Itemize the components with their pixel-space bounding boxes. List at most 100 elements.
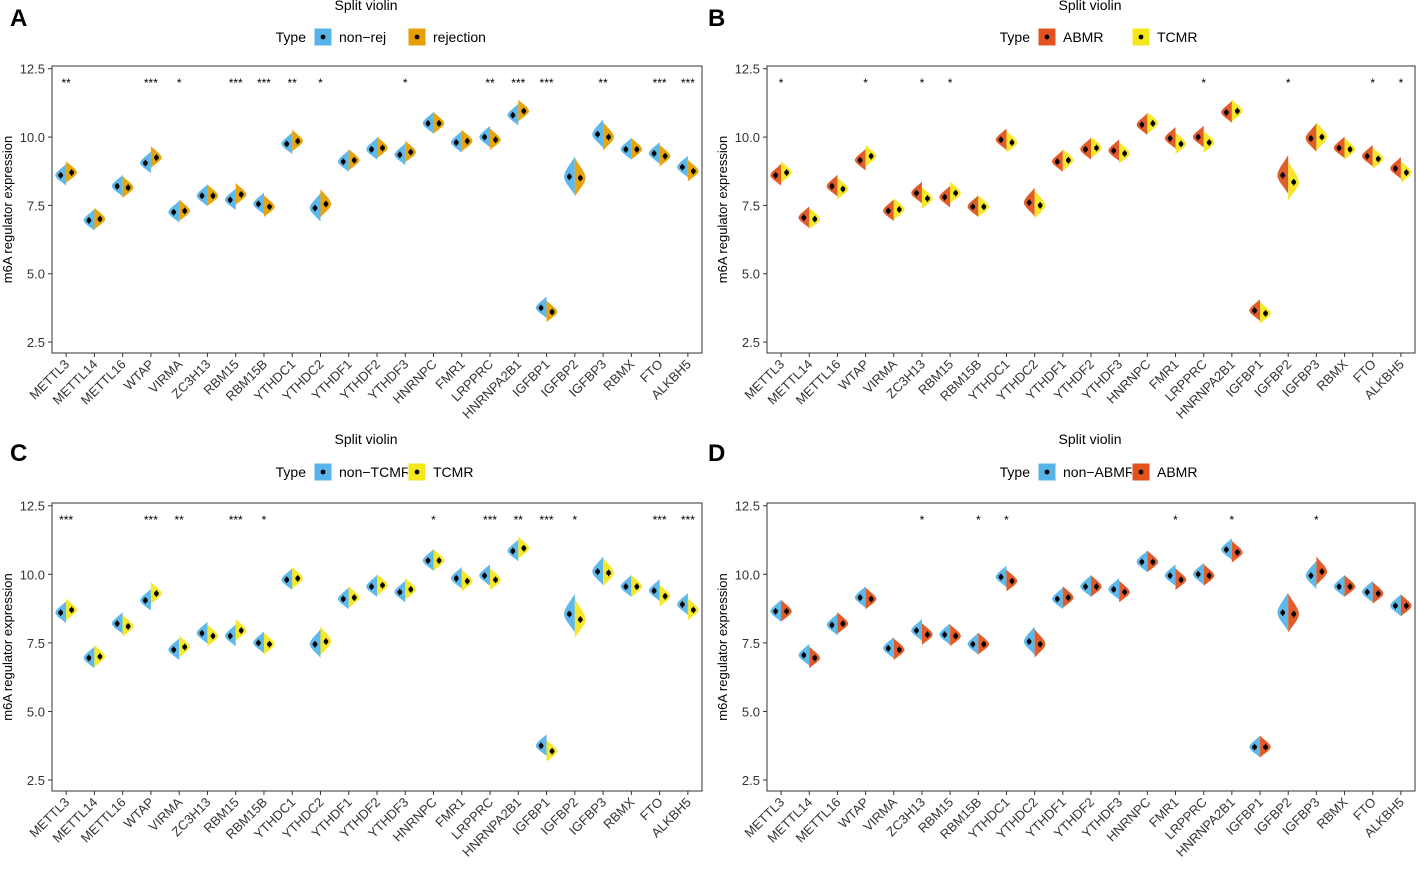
violin-RBMX — [620, 575, 643, 598]
mean-point — [1206, 573, 1212, 579]
violin-WTAP — [854, 586, 877, 610]
mean-point — [397, 152, 403, 158]
mean-point — [1375, 591, 1381, 596]
mean-point — [1037, 641, 1043, 647]
significance-mark: * — [948, 76, 953, 90]
mean-point — [690, 607, 696, 613]
y-tick-label: 7.5 — [27, 198, 45, 213]
legend-label: ABMR — [1157, 464, 1197, 480]
mean-point — [662, 153, 668, 159]
mean-point — [1319, 569, 1325, 574]
violin-FMR1 — [451, 566, 473, 592]
chart-title: Split violin — [1058, 431, 1121, 447]
y-tick-label: 5.0 — [742, 267, 760, 282]
chart-title: Split violin — [334, 431, 397, 447]
mean-point — [1404, 170, 1409, 176]
violin-IGFBP1 — [1249, 735, 1271, 758]
y-tick-label: 7.5 — [742, 198, 760, 213]
mean-point — [425, 558, 431, 563]
mean-point — [143, 160, 148, 166]
violin-HNRNPC — [422, 111, 445, 134]
violin-ALKBH5 — [677, 592, 699, 621]
mean-point — [1375, 156, 1381, 162]
mean-point — [1347, 146, 1353, 152]
mean-point — [857, 595, 863, 601]
mean-point — [1252, 308, 1257, 314]
mean-point — [408, 149, 414, 155]
violin-IGFBP1 — [535, 296, 558, 323]
mean-point — [340, 596, 346, 602]
y-tick-label: 2.5 — [27, 773, 45, 788]
violin-FTO — [1362, 144, 1384, 170]
legend-label: TCMR — [433, 464, 473, 480]
panel-A: A Split violin Type non−rej rejection 2.5 5.0 7… — [0, 0, 703, 422]
mean-point — [397, 589, 403, 595]
mean-point — [1139, 559, 1145, 565]
mean-point — [510, 548, 516, 554]
mean-point — [1054, 596, 1060, 602]
violin-RBM15B — [253, 192, 275, 218]
violin-FMR1 — [451, 129, 473, 153]
violin-ZC3H13 — [911, 181, 933, 209]
mean-point — [436, 558, 442, 563]
mean-point — [154, 155, 159, 160]
significance-mark: * — [1230, 513, 1235, 527]
mean-point — [896, 207, 902, 212]
violin-WTAP — [140, 146, 162, 174]
legend-title: Type — [1000, 29, 1031, 45]
mean-point — [953, 633, 959, 639]
mean-point — [623, 584, 629, 590]
mean-point — [238, 192, 244, 197]
violin-IGFBP2 — [1277, 154, 1299, 201]
mean-point — [1167, 136, 1173, 141]
mean-point — [651, 588, 657, 594]
violin-YTHDC1 — [281, 129, 303, 155]
mean-point — [970, 204, 976, 210]
mean-point — [340, 159, 346, 165]
y-tick-label: 12.5 — [735, 499, 760, 514]
mean-point — [840, 186, 846, 192]
violin-ZC3H13 — [196, 621, 219, 647]
mean-point — [784, 170, 789, 176]
mean-point — [171, 647, 177, 653]
mean-point — [312, 641, 318, 647]
legend: Type non−TCMR TCMR — [276, 462, 473, 482]
mean-point — [521, 108, 527, 114]
legend-title: Type — [276, 29, 307, 45]
mean-point — [482, 573, 487, 579]
legend-swatch-dot — [1138, 469, 1144, 475]
mean-point — [812, 216, 818, 222]
violin-FTO — [648, 141, 671, 167]
significance-mark: *** — [540, 76, 554, 90]
mean-point — [182, 208, 188, 214]
violin-IGFBP3 — [592, 556, 614, 587]
significance-mark: *** — [653, 513, 667, 527]
mean-point — [380, 582, 385, 588]
y-axis-label: m6A regulator expression — [0, 573, 15, 720]
mean-point — [1206, 140, 1212, 145]
violin-YTHDF3 — [1108, 577, 1130, 603]
violin-METTL14 — [798, 643, 820, 669]
mean-point — [1083, 584, 1088, 590]
significance-mark: *** — [229, 76, 243, 90]
violin-RBMX — [620, 137, 643, 160]
violin-HNRNPA2B1 — [1221, 538, 1243, 563]
violin-YTHDC2 — [1023, 626, 1046, 658]
violin-IGFBP1 — [1249, 299, 1271, 324]
mean-point — [1083, 146, 1088, 152]
mean-point — [1139, 122, 1145, 128]
mean-point — [1364, 153, 1370, 159]
mean-point — [998, 574, 1004, 580]
mean-point — [453, 140, 459, 145]
violin-YTHDC1 — [281, 566, 303, 591]
x-tick-label: RBMX — [1314, 794, 1351, 831]
mean-point — [868, 153, 874, 159]
significance-mark: ** — [598, 76, 608, 90]
y-tick-label: 7.5 — [27, 636, 45, 651]
significance-mark: *** — [681, 513, 695, 527]
mean-point — [323, 639, 329, 644]
mean-point — [679, 164, 685, 170]
violin-VIRMA — [168, 199, 190, 223]
violin-IGFBP2 — [564, 593, 586, 639]
significance-mark: * — [1004, 513, 1009, 527]
